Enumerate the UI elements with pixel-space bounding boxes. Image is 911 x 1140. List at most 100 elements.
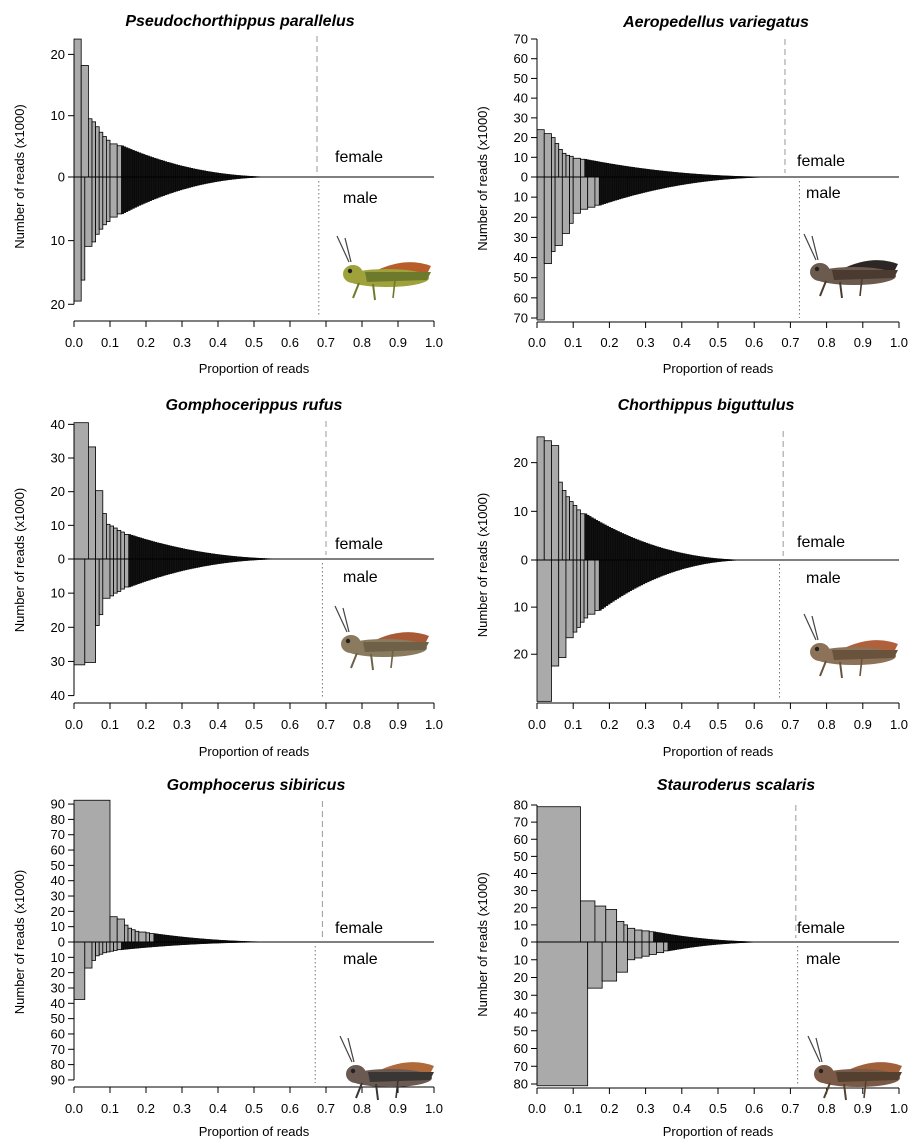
male-bar	[170, 176, 174, 193]
y-tick-label: 50	[514, 71, 528, 86]
female-bar	[166, 935, 170, 943]
x-tick-label: 0.6	[281, 717, 299, 732]
female-bar	[212, 172, 215, 178]
female-bar	[623, 165, 627, 178]
male-bar	[193, 558, 196, 569]
male-bar	[196, 176, 200, 186]
male-bar	[672, 941, 675, 951]
male-bar	[701, 176, 704, 182]
female-bar	[643, 542, 646, 561]
male-bar	[653, 176, 656, 191]
female-bar	[617, 164, 620, 178]
male-label: male	[343, 190, 378, 207]
female-bar	[173, 546, 177, 560]
male-bar	[681, 559, 685, 570]
x-tick-label: 0.4	[673, 335, 691, 350]
male-bar	[139, 558, 142, 584]
male-bar	[620, 559, 624, 597]
female-bar	[654, 169, 657, 178]
male-bar	[160, 176, 163, 197]
grasshopper-icon	[807, 1035, 902, 1101]
y-tick-label: 40	[51, 996, 65, 1011]
female-bar	[682, 553, 685, 561]
male-label: male	[806, 951, 841, 968]
male-bar	[95, 941, 100, 957]
x-tick-label: 0.9	[389, 335, 407, 350]
male-bar	[166, 176, 170, 195]
male-bar	[170, 941, 174, 946]
male-bar	[201, 558, 205, 567]
male-bar	[576, 559, 581, 628]
female-bar	[153, 933, 157, 943]
y-tick-label: 50	[51, 858, 65, 873]
y-tick-label: 10	[514, 917, 528, 932]
x-tick-label: 0.2	[600, 717, 618, 732]
male-bar	[705, 559, 709, 564]
female-bar	[196, 169, 200, 178]
female-bar	[658, 547, 662, 561]
female-bar	[630, 166, 633, 178]
male-bar	[709, 176, 713, 181]
x-tick-label: 0.0	[528, 335, 546, 350]
y-tick-label: 70	[51, 1042, 65, 1057]
male-bar	[214, 176, 217, 183]
female-bar	[572, 505, 578, 561]
y-tick-label: 70	[51, 827, 65, 842]
female-bar	[164, 161, 168, 178]
female-bar	[671, 171, 675, 178]
female-bar	[561, 489, 567, 561]
female-bar	[632, 537, 635, 561]
x-tick-label: 0.3	[637, 717, 655, 732]
male-bar	[123, 176, 127, 213]
chart-panel: Gomphocerippus rufus010203040102030400.0…	[12, 397, 443, 759]
male-bar	[677, 559, 680, 571]
male-bar	[672, 176, 676, 187]
male-bar	[659, 176, 663, 189]
male-bar	[703, 176, 706, 182]
male-bar	[625, 559, 628, 594]
male-bar	[572, 559, 578, 633]
female-bar	[80, 65, 89, 178]
male-bar	[569, 176, 574, 224]
x-tick-label: 0.3	[173, 717, 191, 732]
y-tick-label: 40	[514, 91, 528, 106]
female-bar	[164, 934, 168, 943]
x-tick-label: 0.3	[637, 1101, 655, 1116]
male-bar	[618, 176, 622, 200]
female-bar	[664, 171, 668, 178]
male-bar	[674, 941, 677, 950]
male-bar	[694, 176, 698, 183]
male-bar	[145, 941, 148, 948]
y-tick-label: 10	[51, 586, 65, 601]
male-label: male	[806, 570, 841, 587]
male-bar	[641, 941, 650, 957]
x-tick-label: 0.2	[600, 1101, 618, 1116]
x-tick-label: 1.0	[425, 1101, 443, 1116]
x-tick-label: 0.3	[173, 335, 191, 350]
female-bar	[657, 932, 661, 943]
male-bar	[649, 176, 652, 192]
male-bar	[204, 558, 207, 567]
x-tick-label: 0.9	[854, 1101, 872, 1116]
female-bar	[194, 938, 198, 943]
female-bar	[660, 170, 664, 178]
x-tick-label: 0.8	[818, 717, 836, 732]
male-bar	[629, 559, 633, 591]
male-bar	[121, 176, 124, 215]
x-tick-label: 0.0	[528, 717, 546, 732]
male-bar	[220, 176, 224, 181]
male-bar	[145, 558, 149, 582]
male-bar	[199, 558, 203, 567]
y-tick-label: 10	[514, 952, 528, 967]
male-bar	[648, 941, 657, 955]
male-bar	[113, 558, 118, 594]
female-bar	[660, 547, 664, 561]
female-bar	[120, 531, 125, 560]
male-bar	[124, 558, 130, 588]
female-bar	[662, 548, 666, 561]
female-bar	[156, 542, 160, 560]
y-tick-label: 30	[514, 230, 528, 245]
male-bar	[672, 559, 676, 572]
x-axis-label: Proportion of reads	[663, 1124, 774, 1139]
male-bar	[656, 941, 665, 954]
